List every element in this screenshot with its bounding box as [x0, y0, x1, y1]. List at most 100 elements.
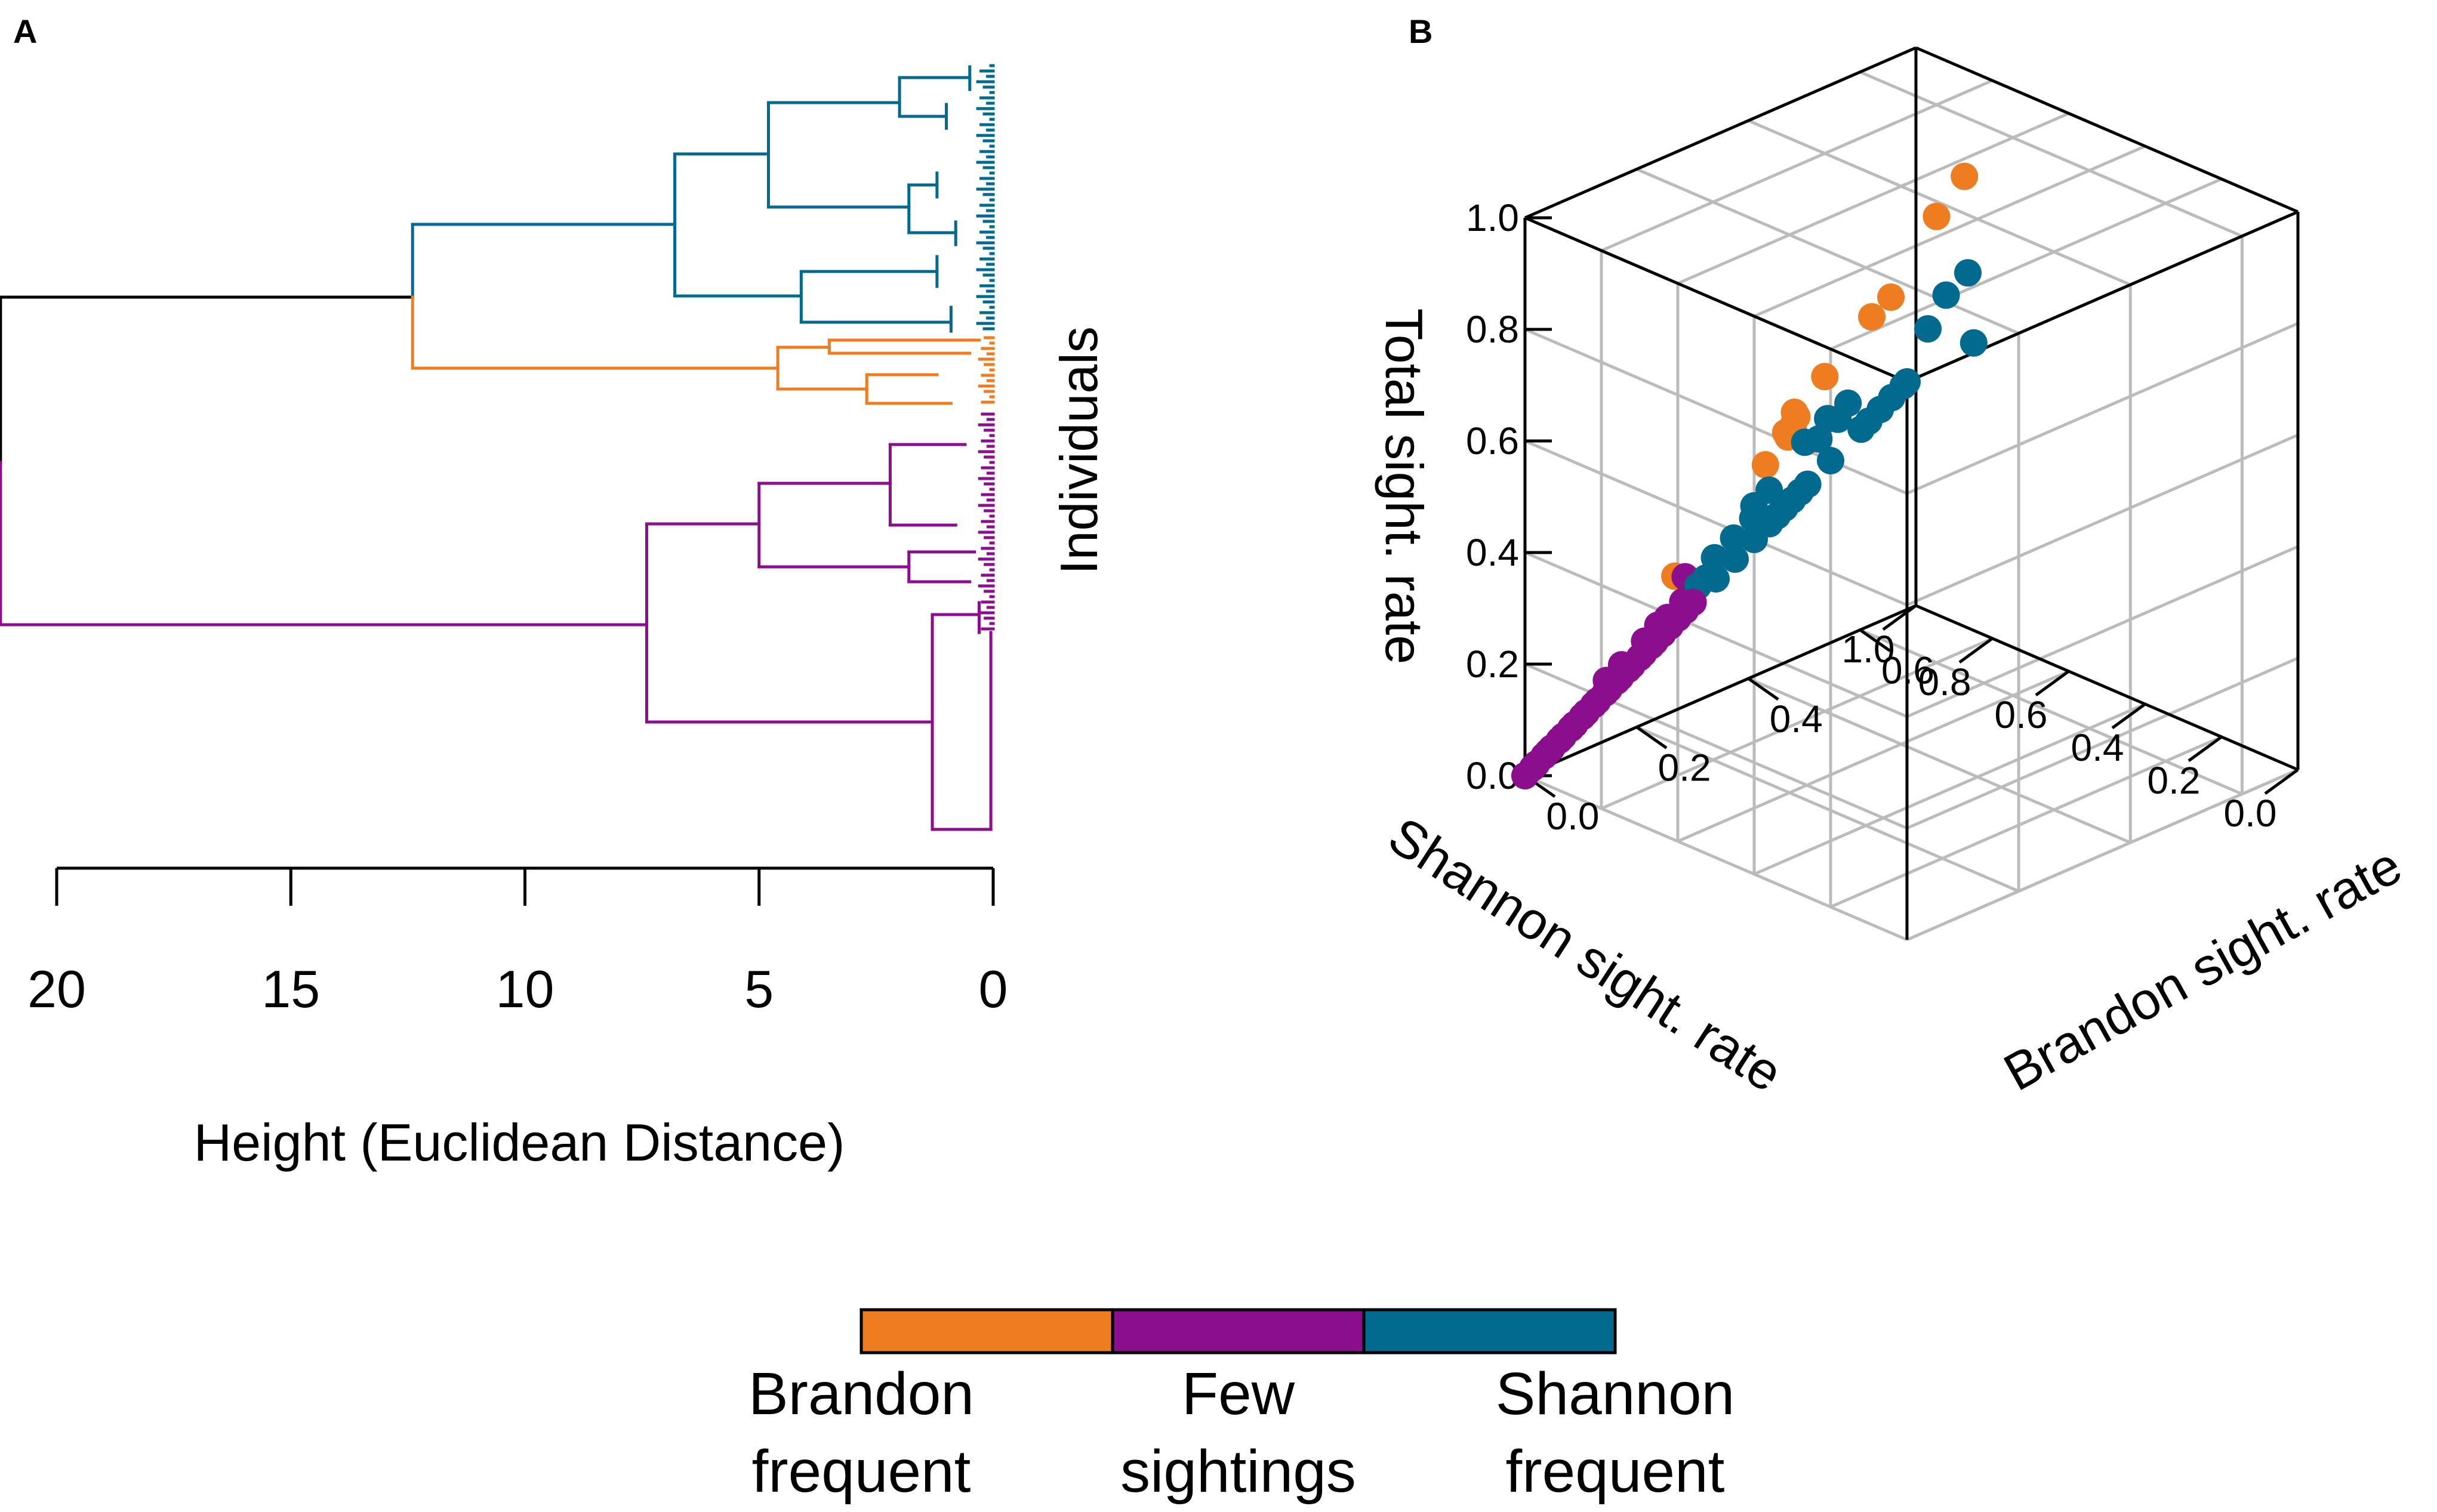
z-tick-label: 0.4: [1466, 531, 1519, 574]
x-tick: [1882, 604, 1917, 631]
scatter-point-shannon-frequent: [1721, 545, 1749, 573]
y-tick-label: 0.4: [1770, 698, 1823, 740]
y-tick: [1859, 628, 1891, 652]
legend-label-line1: Few: [1182, 1360, 1295, 1427]
scatter-point-shannon-frequent: [1954, 259, 1982, 287]
dendrogram-tick-label: 0: [979, 959, 1008, 1019]
top-gridline: [1859, 70, 2243, 238]
dendrogram-tick-label: 5: [744, 959, 774, 1019]
scatter-point-shannon-frequent: [1720, 524, 1748, 552]
scatter3d-points: [1511, 162, 1988, 789]
legend-swatch: [1111, 1308, 1366, 1354]
top-gridline: [1677, 112, 2069, 285]
floor-gridline: [1601, 637, 1993, 810]
box-edge-top: [1524, 216, 1908, 384]
legend-label-line1: Brandon: [748, 1360, 974, 1427]
x-tick-label: 0.0: [2224, 792, 2277, 835]
x-tick-label: 0.4: [2071, 726, 2124, 769]
scatter3d-x-label: Shannon sight. rate: [1379, 806, 1793, 1103]
left-wall-gridline: [1524, 328, 1908, 495]
legend-label-line2: frequent: [752, 1438, 971, 1505]
x-tick: [2264, 768, 2299, 795]
scatter-point-shannon-frequent: [1932, 281, 1960, 309]
left-wall-gridline: [1524, 551, 1908, 718]
box-edge-top: [1524, 46, 1917, 220]
dendrogram-tick-label: 10: [496, 959, 554, 1019]
dendrogram-tick-label: 15: [261, 959, 320, 1019]
scatter-point-shannon-frequent: [1960, 329, 1988, 357]
top-gridline: [1748, 119, 2131, 286]
scatter3d-ticks: 0.00.20.40.60.81.00.00.20.40.60.81.00.00…: [1466, 196, 2299, 838]
scatter-point-brandon-frequent: [1858, 303, 1886, 331]
z-tick-label: 0.0: [1466, 754, 1519, 797]
y-tick: [1747, 677, 1779, 701]
x-tick-label: 0.6: [1995, 693, 2048, 736]
scatter-point-brandon-frequent: [1811, 363, 1839, 391]
right-wall-gridline: [1906, 322, 2299, 495]
x-tick-label: 0.2: [2148, 759, 2201, 802]
box-edge-front-bottom: [1524, 604, 1917, 777]
legend-swatch: [1362, 1308, 1617, 1354]
left-wall-gridline: [1524, 774, 1908, 942]
y-tick-label: 0.0: [1546, 795, 1600, 838]
top-gridline: [1830, 177, 2222, 351]
scatter-point-brandon-frequent: [1751, 451, 1779, 479]
x-tick: [2188, 735, 2223, 763]
box-edge-top: [1906, 210, 2299, 384]
dendrogram: [0, 64, 995, 831]
scatter-point-shannon-frequent: [1893, 368, 1921, 396]
y-tick: [1635, 726, 1668, 749]
x-tick: [1958, 637, 1994, 664]
scatter3d-grid: [1523, 46, 2299, 942]
top-gridline: [1636, 168, 2020, 335]
box-edge-top: [1915, 46, 2299, 214]
scatter-point-shannon-frequent: [1794, 470, 1822, 498]
right-wall-gridline: [1906, 656, 2299, 830]
scatter-point-shannon-frequent: [1755, 476, 1783, 504]
top-gridline: [1601, 79, 1993, 252]
scatter-point-shannon-frequent: [1702, 565, 1730, 593]
right-wall-gridline: [1906, 433, 2299, 607]
legend: Brandon frequent Few sightings Shannon freque…: [748, 1308, 1734, 1505]
scatter-point-brandon-frequent: [1951, 162, 1979, 190]
scatter-point-shannon-frequent: [1914, 315, 1942, 343]
right-wall-gridline: [1906, 768, 2299, 942]
floor-gridline: [1636, 726, 2020, 893]
floor-gridline: [1677, 669, 2069, 843]
scatter-point-brandon-frequent: [1877, 283, 1905, 311]
y-tick-label: 0.2: [1658, 746, 1711, 789]
dendrogram-ticks: 20 15 10 5 0: [27, 868, 1008, 1019]
legend-label-line1: Shannon: [1496, 1360, 1734, 1427]
z-tick-label: 0.6: [1466, 419, 1519, 462]
panel-a-label: A: [13, 13, 37, 50]
floor-gridline: [1754, 702, 2146, 876]
dendrogram-x-label: Height (Euclidean Distance): [194, 1113, 845, 1172]
right-wall-gridline: [1906, 545, 2299, 718]
dendrogram-tick-label: 20: [27, 959, 86, 1019]
panel-b-label: B: [1409, 13, 1432, 50]
z-tick-label: 0.8: [1466, 308, 1519, 351]
legend-label-line2: sightings: [1120, 1438, 1356, 1505]
scatter-point-shannon-frequent: [1824, 405, 1852, 433]
z-tick-label: 0.2: [1466, 643, 1519, 686]
scatter-point-shannon-frequent: [1805, 425, 1833, 453]
dendrogram-y-label: Individuals: [1049, 326, 1108, 575]
floor-gridline: [1748, 677, 2131, 844]
legend-label-line2: frequent: [1506, 1438, 1725, 1505]
x-tick: [2035, 669, 2070, 697]
z-tick-label: 1.0: [1466, 196, 1519, 239]
x-tick-label: 0.8: [1918, 661, 1971, 703]
left-wall-gridline: [1524, 439, 1908, 607]
scatter-point-few-sightings: [1679, 588, 1707, 616]
scatter3d-z-label: Total sight. rate: [1375, 308, 1434, 665]
legend-swatch: [859, 1308, 1114, 1354]
scatter-point-shannon-frequent: [1817, 447, 1844, 474]
scatter-point-brandon-frequent: [1923, 202, 1951, 230]
y-tick-label: 0.6: [1881, 649, 1934, 692]
top-gridline: [1754, 144, 2146, 318]
x-tick: [2111, 702, 2146, 730]
box-edge-front-bottom: [1915, 604, 2299, 772]
floor-gridline: [1830, 735, 2222, 909]
floor-gridline: [1859, 628, 2243, 796]
